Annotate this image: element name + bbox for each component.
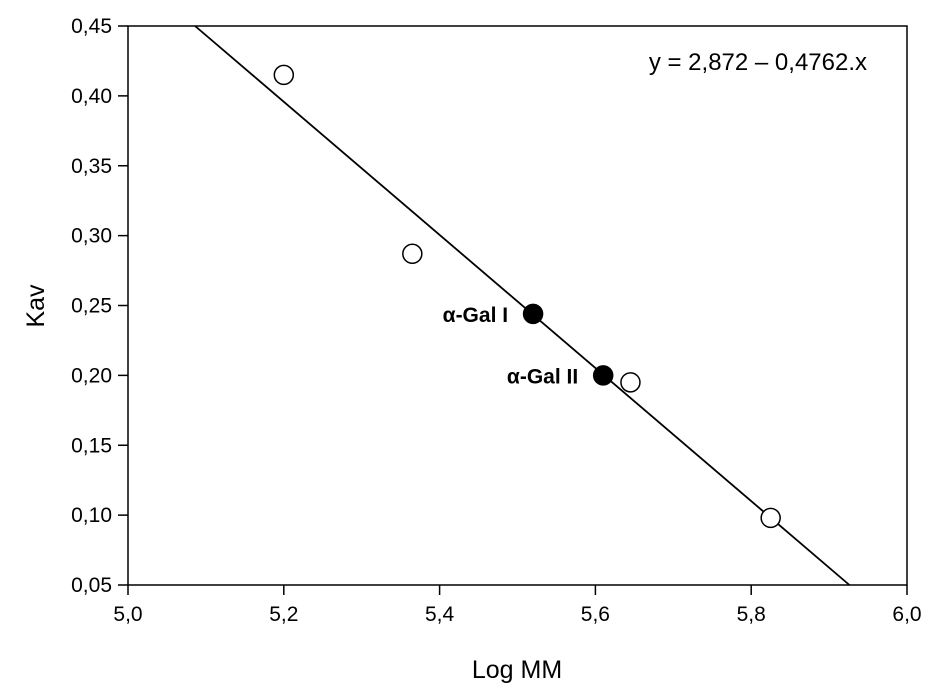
y-tick-label: 0,15 — [71, 434, 112, 457]
y-tick-label: 0,25 — [71, 295, 112, 318]
y-tick-label: 0,45 — [71, 15, 112, 38]
x-tick-label: 5,2 — [269, 603, 298, 626]
point-label: α-Gal I — [443, 304, 508, 327]
filled-data-point — [522, 303, 544, 325]
y-tick-label: 0,05 — [71, 574, 112, 597]
x-axis-ticks: 5,0 5,2 5,4 5,6 5,8 6,0 — [113, 585, 922, 626]
x-tick-label: 5,6 — [581, 603, 610, 626]
open-data-point — [760, 507, 781, 529]
x-tick-label: 5,4 — [425, 603, 455, 626]
y-tick-label: 0,35 — [71, 155, 112, 178]
open-data-point — [620, 372, 641, 393]
open-data-point — [273, 64, 295, 86]
data-points: α-Gal I α-Gal II — [273, 64, 781, 529]
y-axis-ticks: 0,05 0,10 0,15 0,20 0,25 0,30 0,35 0,40 0,45 — [71, 15, 128, 597]
x-tick-label: 5,0 — [113, 603, 142, 626]
y-tick-label: 0,40 — [71, 85, 112, 108]
y-tick-label: 0,20 — [71, 364, 112, 387]
x-tick-label: 5,8 — [737, 603, 766, 626]
x-axis-title: Log MM — [472, 656, 562, 684]
x-tick-label: 6,0 — [892, 603, 921, 626]
point-label: α-Gal II — [507, 365, 578, 388]
plot-frame — [127, 25, 908, 586]
regression-line — [194, 25, 851, 586]
y-tick-label: 0,10 — [71, 504, 112, 527]
equation-label: y = 2,872 – 0,4762.x — [649, 49, 867, 76]
filled-data-point — [592, 365, 614, 386]
y-axis-title: Kav — [22, 284, 50, 328]
open-data-point — [402, 243, 423, 265]
y-tick-label: 0,30 — [71, 225, 112, 248]
